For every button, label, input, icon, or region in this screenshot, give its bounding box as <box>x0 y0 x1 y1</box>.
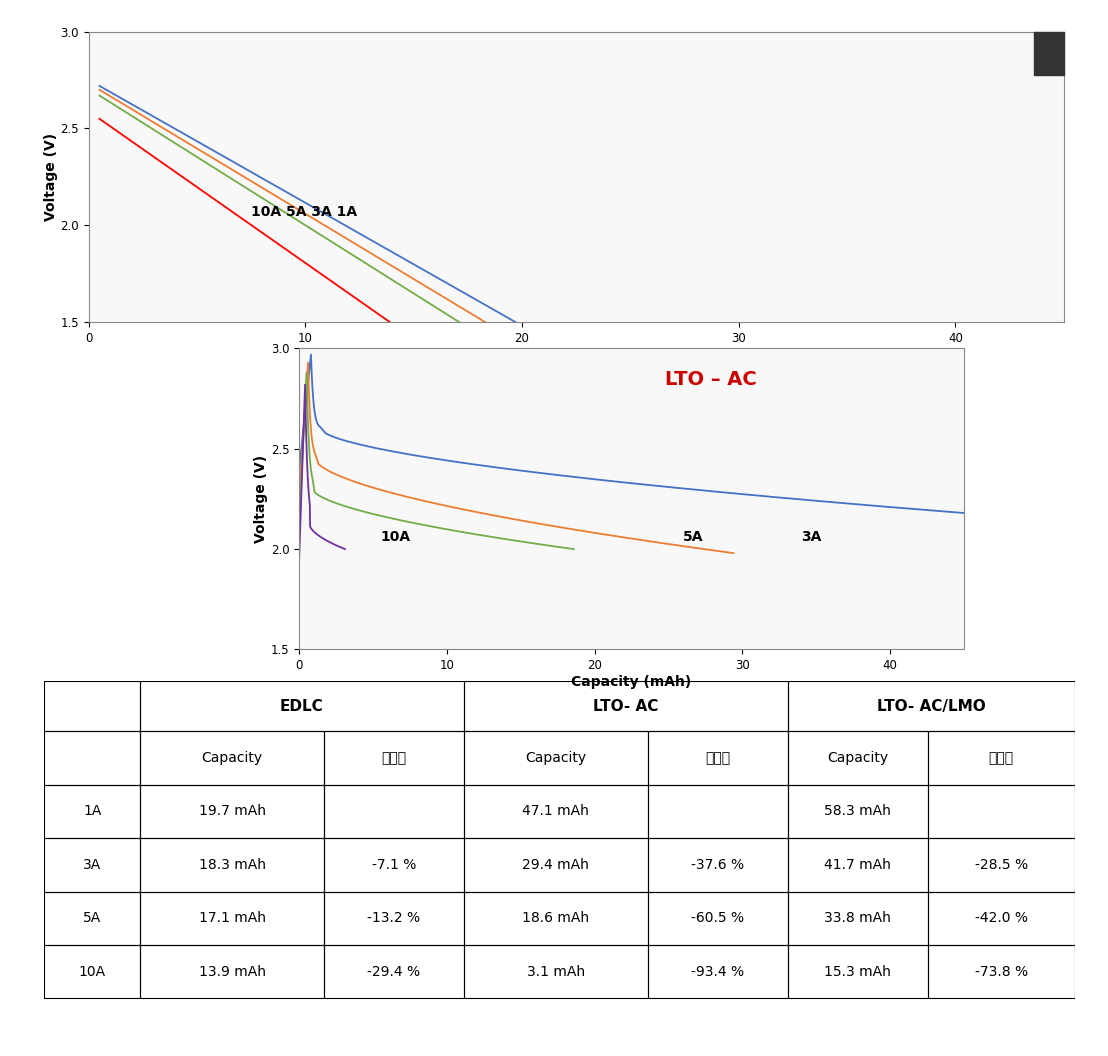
Bar <box>140 945 324 998</box>
Text: 33.8 mAh: 33.8 mAh <box>824 911 891 925</box>
Bar <box>927 891 1075 945</box>
Text: 3.1 mAh: 3.1 mAh <box>526 964 585 979</box>
Bar <box>44 732 140 785</box>
Text: 10A: 10A <box>380 530 411 544</box>
Bar <box>140 732 324 785</box>
Text: Capacity: Capacity <box>827 751 889 765</box>
Y-axis label: Voltage (V): Voltage (V) <box>43 133 58 221</box>
Bar <box>648 785 788 838</box>
Bar <box>140 681 464 732</box>
Bar <box>927 785 1075 838</box>
Text: -37.6 %: -37.6 % <box>691 857 745 872</box>
Bar <box>648 838 788 891</box>
Bar <box>44 945 140 998</box>
Bar <box>44 785 140 838</box>
X-axis label: Capacity (mAh): Capacity (mAh) <box>516 347 636 361</box>
Text: -29.4 %: -29.4 % <box>368 964 421 979</box>
Bar <box>464 681 788 732</box>
Bar <box>464 891 648 945</box>
Bar <box>648 732 788 785</box>
Text: 13.9 mAh: 13.9 mAh <box>198 964 266 979</box>
Bar <box>324 838 464 891</box>
Text: -13.2 %: -13.2 % <box>368 911 421 925</box>
Bar <box>140 838 324 891</box>
Text: 10A 5A 3A 1A: 10A 5A 3A 1A <box>252 205 357 219</box>
Text: 3A: 3A <box>83 857 101 872</box>
Text: 5A: 5A <box>83 911 101 925</box>
Bar <box>927 945 1075 998</box>
Text: -7.1 %: -7.1 % <box>372 857 417 872</box>
Text: 감소율: 감소율 <box>381 751 407 765</box>
Y-axis label: Voltage (V): Voltage (V) <box>254 455 268 543</box>
Bar <box>140 785 324 838</box>
Text: -42.0 %: -42.0 % <box>975 911 1027 925</box>
Bar <box>788 838 927 891</box>
Bar <box>788 785 927 838</box>
Text: -60.5 %: -60.5 % <box>691 911 745 925</box>
Text: 18.6 mAh: 18.6 mAh <box>522 911 589 925</box>
Bar <box>927 838 1075 891</box>
Text: Capacity: Capacity <box>202 751 263 765</box>
Text: Capacity: Capacity <box>525 751 586 765</box>
Text: LTO- AC: LTO- AC <box>593 699 658 714</box>
Text: 58.3 mAh: 58.3 mAh <box>824 805 891 818</box>
Bar <box>464 732 648 785</box>
Text: 18.3 mAh: 18.3 mAh <box>198 857 266 872</box>
Text: LTO- AC/LMO: LTO- AC/LMO <box>876 699 986 714</box>
Bar <box>464 945 648 998</box>
Bar <box>324 732 464 785</box>
Bar <box>44 891 140 945</box>
Bar <box>648 891 788 945</box>
Bar <box>140 891 324 945</box>
Text: -28.5 %: -28.5 % <box>975 857 1028 872</box>
Bar <box>788 945 927 998</box>
Bar <box>324 891 464 945</box>
Bar <box>648 945 788 998</box>
Text: 1A: 1A <box>83 805 101 818</box>
Text: 10A: 10A <box>79 964 105 979</box>
Text: -93.4 %: -93.4 % <box>691 964 745 979</box>
X-axis label: Capacity (mAh): Capacity (mAh) <box>572 675 691 689</box>
Text: 29.4 mAh: 29.4 mAh <box>523 857 589 872</box>
Text: 감소율: 감소율 <box>705 751 730 765</box>
Text: -73.8 %: -73.8 % <box>975 964 1028 979</box>
Bar <box>788 732 927 785</box>
Text: EDLC: EDLC <box>280 699 324 714</box>
Bar <box>324 945 464 998</box>
Text: 17.1 mAh: 17.1 mAh <box>198 911 266 925</box>
Text: 47.1 mAh: 47.1 mAh <box>523 805 589 818</box>
Bar <box>788 891 927 945</box>
Text: 감소율: 감소율 <box>988 751 1014 765</box>
Text: 3A: 3A <box>801 530 822 544</box>
Bar <box>324 785 464 838</box>
Bar <box>44 838 140 891</box>
Bar <box>464 785 648 838</box>
Bar <box>788 681 1075 732</box>
Bar <box>927 732 1075 785</box>
Bar <box>44 681 140 732</box>
Bar <box>464 838 648 891</box>
Text: 41.7 mAh: 41.7 mAh <box>824 857 891 872</box>
Text: 5A: 5A <box>684 530 704 544</box>
Bar <box>1035 32 1064 75</box>
Text: LTO – AC: LTO – AC <box>665 370 757 389</box>
Text: 19.7 mAh: 19.7 mAh <box>198 805 266 818</box>
Text: 15.3 mAh: 15.3 mAh <box>824 964 891 979</box>
